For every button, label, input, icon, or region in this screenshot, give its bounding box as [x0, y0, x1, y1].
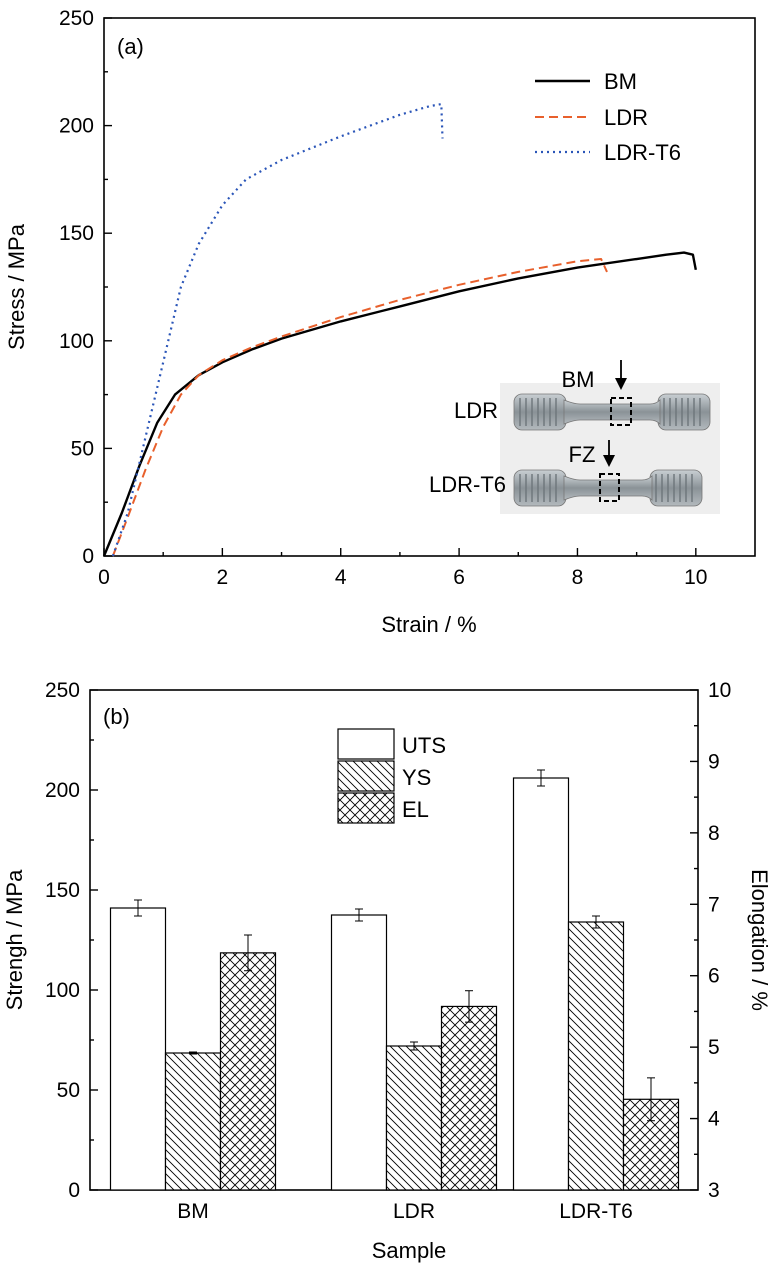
x-axis-title-b: Sample: [372, 1238, 447, 1263]
x-tick-label-b: BM: [177, 1200, 209, 1223]
legend-swatch-uts: [337, 728, 395, 760]
y-tick-labels-a: 0 50 100 150 200 250: [59, 7, 94, 568]
legend-a: BM LDR LDR-T6: [535, 69, 681, 165]
stress-strain-chart: 0 2 4 6 8 10 0 50 100 150 200 250 (a) Strain / % S…: [4, 7, 756, 637]
x-tick-labels-a: 0 2 4 6 8 10: [98, 566, 707, 589]
x-tick-label-a: 10: [684, 566, 707, 589]
bars-b: [109, 769, 680, 1191]
y-tick-label-b: 150: [45, 879, 80, 902]
legend-label-ys: YS: [402, 765, 431, 790]
legend-label-ldr-t6: LDR-T6: [604, 140, 681, 165]
inset-label-bm: BM: [562, 367, 595, 392]
y2-tick-label-b: 10: [708, 679, 731, 702]
x-tick-label-a: 4: [335, 566, 347, 589]
y-axis-title-b: Strengh / MPa: [2, 869, 27, 1010]
y2-tick-label-b: 5: [708, 1036, 720, 1059]
series-line-ldr: [111, 258, 608, 557]
error-bar-ys-ldr-t6: [592, 915, 600, 929]
specimen-ldr-image: [513, 393, 711, 431]
y-tick-label-b: 0: [68, 1179, 80, 1202]
y2-tick-label-b: 7: [708, 893, 720, 916]
inset-label-fz: FZ: [569, 442, 596, 467]
y2-tick-label-b: 8: [708, 822, 720, 845]
y-tick-label-b: 200: [45, 779, 80, 802]
strength-bar-chart: 0 50 100 150 200 250 3 4 5 6 7 8 9 10 BM LDR LDR-T6 (b…: [2, 679, 768, 1263]
legend-label-uts: UTS: [402, 733, 446, 758]
y2-tick-label-b: 9: [708, 750, 720, 773]
bar-ys-bm: [164, 1052, 222, 1191]
y-tick-label-b: 50: [57, 1079, 80, 1102]
bar-ys-ldr-t6: [567, 921, 625, 1191]
bar-el-bm: [219, 952, 277, 1191]
error-bar-el-ldr: [465, 990, 473, 1023]
inset-label-ldr: LDR: [454, 398, 498, 423]
panel-label-a: (a): [117, 34, 144, 59]
inset-label-ldr-t6: LDR-T6: [429, 472, 506, 497]
legend-b: UTS YS EL: [337, 728, 446, 824]
specimen-ldr-t6-image: [513, 469, 703, 507]
error-bar-uts-ldr: [355, 908, 363, 922]
y2-axis-title-b: Elongation / %: [747, 869, 768, 1011]
x-tick-label-b: LDR: [393, 1200, 435, 1223]
x-tick-labels-b: BM LDR LDR-T6: [177, 1200, 633, 1223]
panel-label-b: (b): [103, 704, 130, 729]
series-line-bm: [102, 251, 697, 557]
arrow-fz-head-icon: [603, 455, 615, 467]
y-tick-label-b: 250: [45, 679, 80, 702]
legend-label-el: EL: [402, 797, 429, 822]
series-lines-a: [102, 103, 697, 557]
bar-uts-ldr: [330, 914, 388, 1191]
y-tick-label-a: 0: [82, 545, 94, 568]
legend-swatch-el: [337, 792, 395, 824]
arrow-bm-head-icon: [615, 378, 627, 390]
y-tick-labels-b: 0 50 100 150 200 250: [45, 679, 80, 1202]
y2-tick-label-b: 4: [708, 1108, 720, 1131]
y-axis-title-a: Stress / MPa: [4, 223, 29, 350]
y-tick-label-a: 50: [71, 437, 94, 460]
error-bar-ys-ldr: [410, 1041, 418, 1051]
bar-uts-bm: [109, 907, 167, 1191]
axis-ticks-a: [103, 17, 697, 557]
x-axis-title-a: Strain / %: [381, 612, 476, 637]
y-tick-label-b: 100: [45, 979, 80, 1002]
error-bar-uts-ldr-t6: [537, 769, 545, 787]
y2-tick-labels-b: 3 4 5 6 7 8 9 10: [708, 679, 731, 1202]
y-tick-label-a: 100: [59, 330, 94, 353]
y2-tick-label-b: 3: [708, 1179, 720, 1202]
specimen-inset: BM LDR FZ LDR-T6: [429, 360, 720, 514]
x-tick-label-b: LDR-T6: [559, 1200, 633, 1223]
error-bar-uts-bm: [134, 899, 142, 917]
y-tick-label-a: 250: [59, 7, 94, 30]
y-tick-label-a: 150: [59, 222, 94, 245]
bar-el-ldr: [440, 1005, 498, 1191]
series-line-ldr-t6: [111, 103, 444, 557]
x-tick-label-a: 0: [98, 566, 110, 589]
legend-label-bm: BM: [604, 69, 637, 94]
error-bar-el-bm: [244, 934, 252, 972]
x-tick-label-a: 2: [217, 566, 229, 589]
error-bar-el-ldr-t6: [647, 1077, 655, 1122]
legend-label-ldr: LDR: [604, 105, 648, 130]
x-tick-label-a: 8: [572, 566, 584, 589]
y-tick-label-a: 200: [59, 115, 94, 138]
legend-swatch-ys: [337, 760, 395, 792]
y2-tick-label-b: 6: [708, 965, 720, 988]
x-tick-label-a: 6: [453, 566, 465, 589]
error-bar-ys-bm: [189, 1051, 197, 1055]
bar-ys-ldr: [385, 1045, 443, 1191]
bar-uts-ldr-t6: [512, 777, 570, 1191]
